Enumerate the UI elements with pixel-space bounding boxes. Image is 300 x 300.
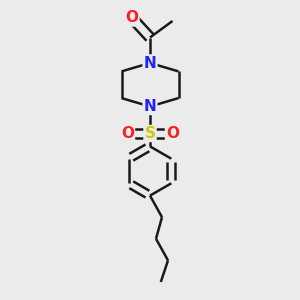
- Text: S: S: [145, 126, 155, 141]
- Text: N: N: [144, 99, 156, 114]
- Text: O: O: [125, 11, 139, 26]
- Text: O: O: [166, 126, 179, 141]
- Text: O: O: [121, 126, 134, 141]
- Text: N: N: [144, 56, 156, 70]
